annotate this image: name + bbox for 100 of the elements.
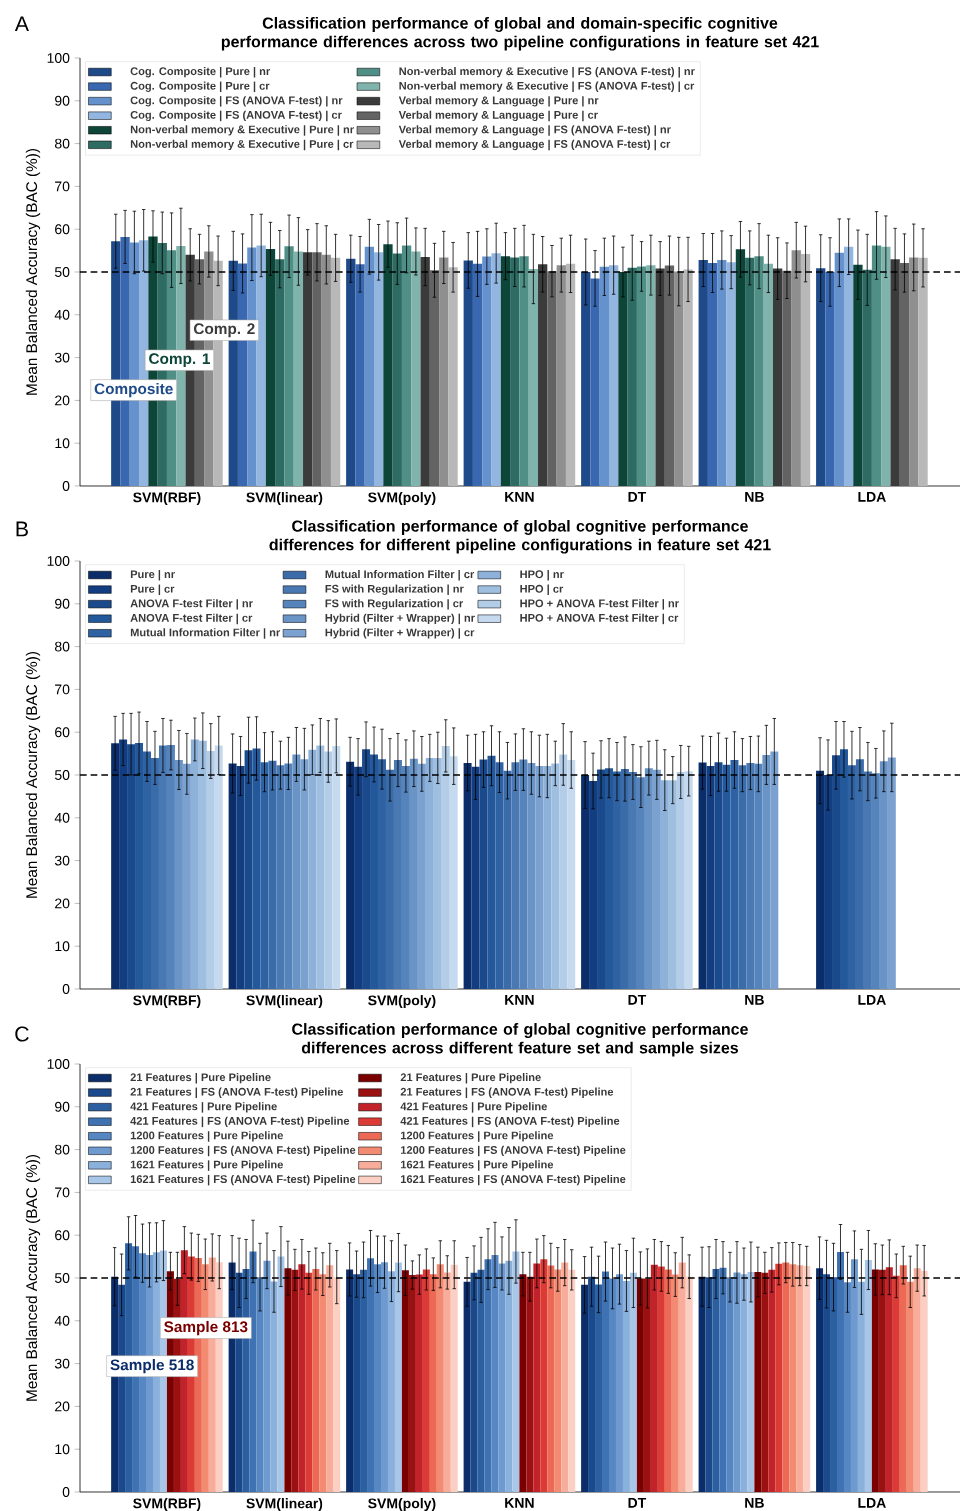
x-tick-label: SVM(RBF) (133, 995, 201, 1009)
y-tick-label: 80 (54, 1144, 70, 1155)
y-tick-label: 20 (55, 395, 70, 406)
annotation: Sample 518 (110, 1359, 194, 1374)
x-tick-label: LDA (858, 492, 886, 502)
y-tick-label: 50 (54, 267, 70, 277)
legend-label: Non-verbal memory & Executive | Pure | nr (130, 125, 354, 136)
legend-label: FS with Regularization | cr (325, 599, 464, 610)
legend-label: Hybrid (Filter + Wrapper) | nr (325, 613, 475, 625)
legend-label: Non-verbal memory & Executive | FS (ANOVA F-test) | nr (399, 67, 695, 78)
x-tick-label: NB (745, 492, 764, 502)
x-tick-label: SVM(linear) (246, 1498, 323, 1511)
y-tick-label: 30 (54, 1358, 70, 1369)
legend-label: Hybrid (Filter + Wrapper) | cr (325, 628, 475, 639)
legend-label: 1621 Features | FS (ANOVA F-test) Pipeline (130, 1174, 356, 1186)
legend-label: 21 Features | FS (ANOVA F-test) Pipeline (130, 1087, 343, 1099)
legend-label: ANOVA F-test Filter | cr (130, 613, 253, 625)
y-tick-label: 80 (54, 138, 70, 149)
legend-label: 421 Features | Pure Pipeline (130, 1102, 277, 1113)
legend-label: 421 Features | Pure Pipeline (400, 1102, 547, 1113)
y-tick-label: 90 (55, 95, 70, 106)
y-tick-label: 0 (62, 1487, 70, 1497)
y-axis-title: Mean Balanced Accuracy (BAC (%)) (25, 148, 41, 395)
x-tick-label: SVM(linear) (246, 492, 323, 506)
legend-label: 21 Features | Pure Pipeline (400, 1073, 541, 1084)
legend-label: Cog. Composite | FS (ANOVA F-test) | cr (130, 110, 342, 122)
legend-label: 1621 Features | Pure Pipeline (401, 1160, 554, 1171)
x-tick-label: SVM(RBF) (133, 492, 201, 506)
chart-title: Classification performance of global cognitive performance differences across different feature set and sample sizes (292, 1023, 748, 1057)
legend-label: 421 Features | FS (ANOVA F-test) Pipeline (130, 1116, 350, 1128)
x-tick-label: DT (628, 995, 647, 1005)
x-tick-label: SVM(poly) (368, 1498, 436, 1511)
legend-label: HPO + ANOVA F-test Filter | cr (520, 613, 679, 625)
y-tick-label: 40 (54, 309, 70, 320)
y-tick-label: 0 (62, 984, 70, 994)
y-tick-label: 70 (55, 181, 70, 192)
legend-label: Mutual Information Filter | nr (130, 628, 281, 639)
legend-label: Pure | cr (130, 584, 175, 596)
y-tick-label: 60 (55, 224, 70, 235)
text: A (14, 16, 29, 32)
y-tick-label: 90 (55, 598, 70, 609)
y-tick-label: 100 (47, 53, 70, 63)
legend-label: 21 Features | FS (ANOVA F-test) Pipeline (400, 1087, 614, 1099)
annotation: Comp. 2 (194, 323, 255, 338)
x-tick-label: NB (745, 995, 764, 1005)
y-tick-label: 70 (55, 684, 70, 695)
legend-label: Non-verbal memory & Executive | Pure | cr (130, 139, 354, 151)
annotation: Sample 813 (164, 1320, 248, 1336)
x-tick-label: DT (628, 1498, 647, 1508)
y-tick-label: 70 (55, 1187, 70, 1198)
y-tick-label: 10 (55, 438, 70, 449)
chart-title: Classification performance of global and domain-specific cognitive performance differences across two pipeline configurations in feature set 421 (221, 16, 819, 51)
legend-label: Verbal memory & Language | Pure | nr (398, 96, 599, 107)
legend-label: 1621 Features | FS (ANOVA F-test) Pipeline (401, 1174, 626, 1186)
y-tick-label: 100 (47, 556, 70, 566)
legend-label: Verbal memory & Language | Pure | cr (398, 110, 598, 122)
legend-label: Non-verbal memory & Executive | FS (ANOVA F-test) | cr (399, 81, 695, 93)
legend-label: Verbal memory & Language | FS (ANOVA F-test) | nr (398, 125, 671, 136)
y-tick-label: 10 (55, 941, 70, 952)
y-tick-label: 30 (54, 352, 70, 363)
legend-label: 1200 Features | FS (ANOVA F-test) Pipeline (130, 1145, 356, 1157)
y-tick-label: 50 (54, 1273, 70, 1283)
y-tick-label: 20 (55, 1401, 70, 1412)
x-tick-label: SVM(poly) (368, 995, 436, 1009)
chart-title: Classification performance of global cognitive performance differences for different pipeline configurations in feature set 421 (269, 519, 771, 554)
legend-label: 1200 Features | Pure Pipeline (130, 1131, 283, 1142)
x-tick-label: LDA (858, 1498, 886, 1508)
annotation: Comp. 1 (149, 353, 210, 368)
y-tick-label: 50 (54, 770, 70, 780)
y-axis-title: Mean Balanced Accuracy (BAC (%)) (25, 1154, 41, 1401)
legend-label: HPO | cr (520, 584, 564, 596)
annotation: Composite (94, 382, 173, 398)
legend-label: 1200 Features | FS (ANOVA F-test) Pipeline (401, 1145, 626, 1157)
x-tick-label: SVM(poly) (368, 492, 436, 506)
y-tick-label: 90 (55, 1101, 70, 1112)
legend-label: ANOVA F-test Filter | nr (130, 599, 253, 610)
legend-label: Cog. Composite | Pure | nr (130, 67, 271, 78)
y-tick-label: 40 (54, 812, 70, 823)
legend-label: HPO | nr (520, 570, 564, 581)
x-tick-label: KNN (505, 995, 534, 1005)
x-tick-label: DT (628, 492, 647, 502)
legend-label: Cog. Composite | FS (ANOVA F-test) | nr (130, 96, 343, 107)
legend-label: 21 Features | Pure Pipeline (130, 1073, 271, 1084)
y-tick-label: 60 (55, 727, 70, 738)
legend-label: 1621 Features | Pure Pipeline (130, 1160, 283, 1171)
x-tick-label: NB (745, 1498, 764, 1508)
y-tick-label: 30 (54, 855, 70, 866)
x-tick-label: SVM(linear) (246, 995, 323, 1009)
legend-label: FS with Regularization | nr (325, 584, 464, 596)
x-tick-label: KNN (505, 492, 534, 502)
x-tick-label: SVM(RBF) (133, 1498, 201, 1511)
legend-label: Pure | nr (130, 570, 175, 581)
y-tick-label: 20 (55, 898, 70, 909)
y-tick-label: 100 (47, 1059, 70, 1069)
legend-label: 1200 Features | Pure Pipeline (401, 1131, 554, 1142)
y-tick-label: 80 (54, 641, 70, 652)
legend-label: HPO + ANOVA F-test Filter | nr (520, 599, 679, 610)
legend-label: Mutual Information Filter | cr (325, 570, 475, 581)
text: B (16, 521, 28, 537)
y-tick-label: 0 (62, 481, 70, 491)
